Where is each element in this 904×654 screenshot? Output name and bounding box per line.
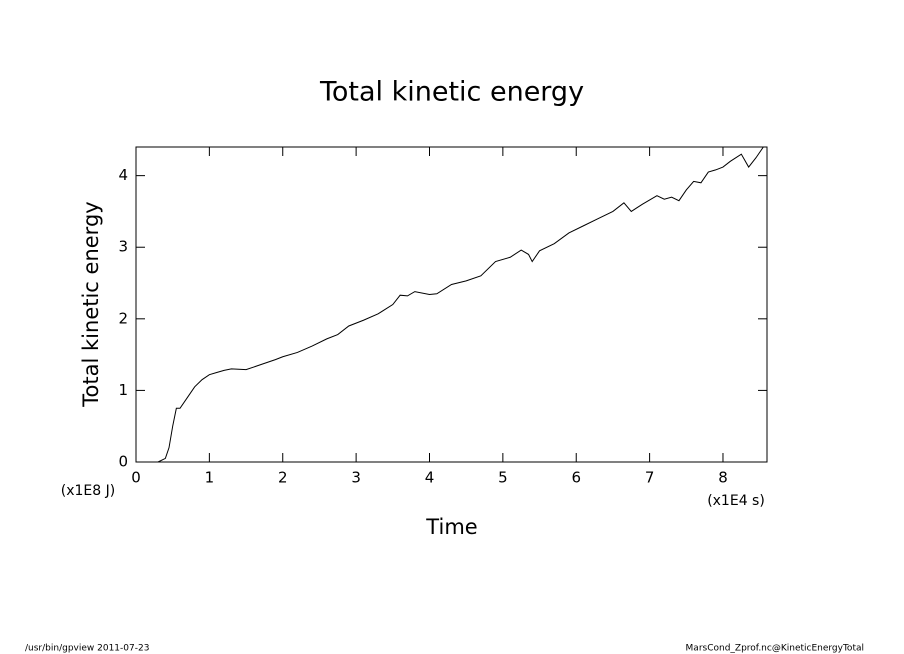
plot-frame — [135, 146, 768, 463]
y-axis-label: Total kinetic energy — [79, 201, 103, 407]
chart-title: Total kinetic energy — [319, 77, 584, 108]
x-tick-label: 7 — [645, 469, 655, 487]
y-unit: (x1E8 J) — [61, 483, 115, 499]
y-tick-label: 3 — [118, 238, 128, 256]
y-tick-label: 0 — [118, 453, 128, 471]
data-line — [157, 146, 764, 463]
x-unit: (x1E4 s) — [707, 493, 765, 509]
y-tick-label: 1 — [118, 381, 128, 399]
x-tick-label: 8 — [718, 469, 728, 487]
x-tick-label: 6 — [571, 469, 581, 487]
y-tick-label: 4 — [118, 166, 128, 184]
y-tick-label: 2 — [118, 309, 128, 327]
x-tick-label: 2 — [278, 469, 288, 487]
x-tick-label: 4 — [425, 469, 435, 487]
footer-right: MarsCond_Zprof.nc@KineticEnergyTotal — [686, 644, 864, 654]
x-tick-label: 0 — [131, 469, 141, 487]
footer-left: /usr/bin/gpview 2011-07-23 — [25, 644, 149, 654]
x-tick-label: 3 — [351, 469, 361, 487]
x-axis-label: Time — [425, 515, 477, 539]
x-tick-label: 5 — [498, 469, 508, 487]
x-tick-label: 1 — [205, 469, 215, 487]
